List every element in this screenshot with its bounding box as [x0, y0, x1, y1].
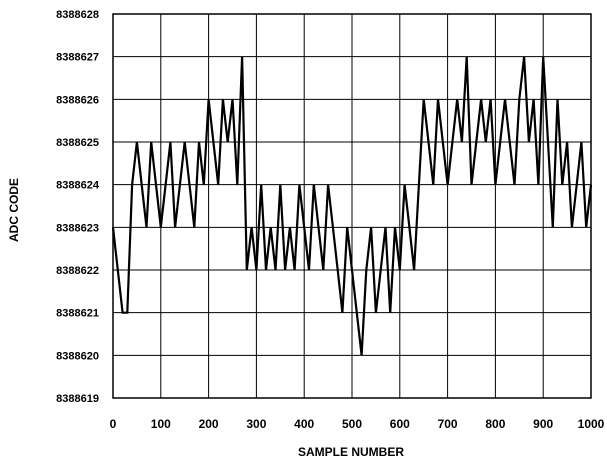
x-tick-label: 300 [246, 417, 266, 431]
y-axis-label: ADC CODE [7, 178, 21, 242]
series-layer [111, 56, 593, 356]
plot-frame [112, 13, 592, 399]
x-tick-label: 400 [294, 417, 314, 431]
y-tick-label: 8388622 [56, 265, 99, 277]
y-tick-label: 8388627 [56, 52, 99, 64]
y-tick-label: 8388626 [56, 94, 99, 106]
x-tick-label: 100 [151, 417, 171, 431]
x-tick-label: 800 [485, 417, 505, 431]
grid [112, 13, 592, 399]
y-tick-labels: 8388619 8388620 8388621 8388622 8388623 83886… [56, 9, 100, 405]
x-tick-labels: 0 100 200 300 400 500 600 700 800 900 1000 [110, 417, 605, 431]
x-tick-label: 600 [390, 417, 410, 431]
x-tick-label: 1000 [578, 417, 605, 431]
series-line [111, 56, 593, 356]
y-tick-label: 8388625 [56, 137, 99, 149]
y-tick-label: 8388619 [56, 393, 99, 405]
y-tick-label: 8388623 [56, 222, 99, 234]
x-tick-label: 700 [438, 417, 458, 431]
x-tick-label: 200 [199, 417, 219, 431]
x-tick-label: 900 [533, 417, 553, 431]
x-axis-label: SAMPLE NUMBER [298, 445, 404, 459]
y-tick-label: 8388628 [56, 9, 99, 21]
x-tick-label: 0 [110, 417, 117, 431]
y-tick-label: 8388621 [56, 308, 99, 320]
x-tick-label: 500 [342, 417, 362, 431]
y-tick-label: 8388620 [56, 350, 99, 362]
y-tick-label: 8388624 [56, 180, 100, 192]
